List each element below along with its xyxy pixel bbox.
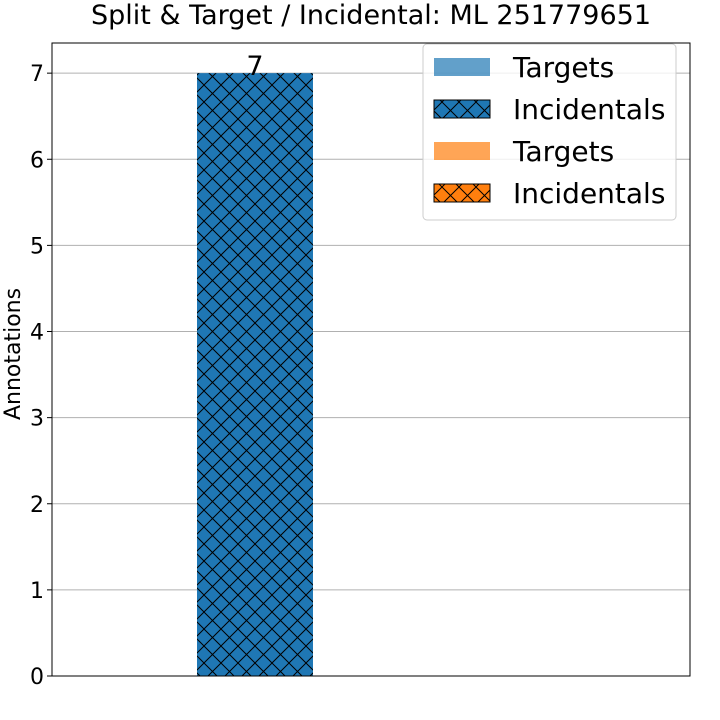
plot-frame: [51, 42, 691, 677]
y-tick-label: 4: [30, 321, 44, 346]
legend-frame: [422, 43, 677, 221]
y-tick-label: 5: [30, 234, 44, 259]
legend: Targets Incidentals Targets Incidentals: [422, 43, 677, 221]
bars: [197, 73, 313, 676]
legend-swatch: [434, 142, 490, 160]
y-tick-label: 3: [30, 407, 44, 432]
legend-swatch-hatch: [433, 99, 491, 119]
y-axis-ticks: 0 1 2 3 4 5 6 7: [30, 62, 52, 690]
legend-label: Targets: [512, 51, 614, 84]
chart-title: Split & Target / Incidental: ML 25177965…: [91, 0, 651, 31]
y-tick-label: 0: [30, 665, 44, 690]
y-tick-label: 7: [30, 62, 44, 87]
grid: [52, 72, 690, 677]
y-tick-label: 2: [30, 493, 44, 518]
legend-label: Incidentals: [513, 177, 665, 210]
y-tick-label: 6: [30, 148, 44, 173]
y-axis-label: Annotations: [1, 288, 26, 420]
legend-swatch-hatch: [433, 183, 491, 203]
y-tick-label: 1: [30, 579, 44, 604]
legend-swatch: [434, 58, 490, 76]
legend-label: Incidentals: [513, 93, 665, 126]
bar-hatch: [197, 73, 313, 676]
data-labels: 7: [246, 51, 263, 82]
legend-label: Targets: [512, 135, 614, 168]
data-label: 7: [246, 51, 263, 82]
